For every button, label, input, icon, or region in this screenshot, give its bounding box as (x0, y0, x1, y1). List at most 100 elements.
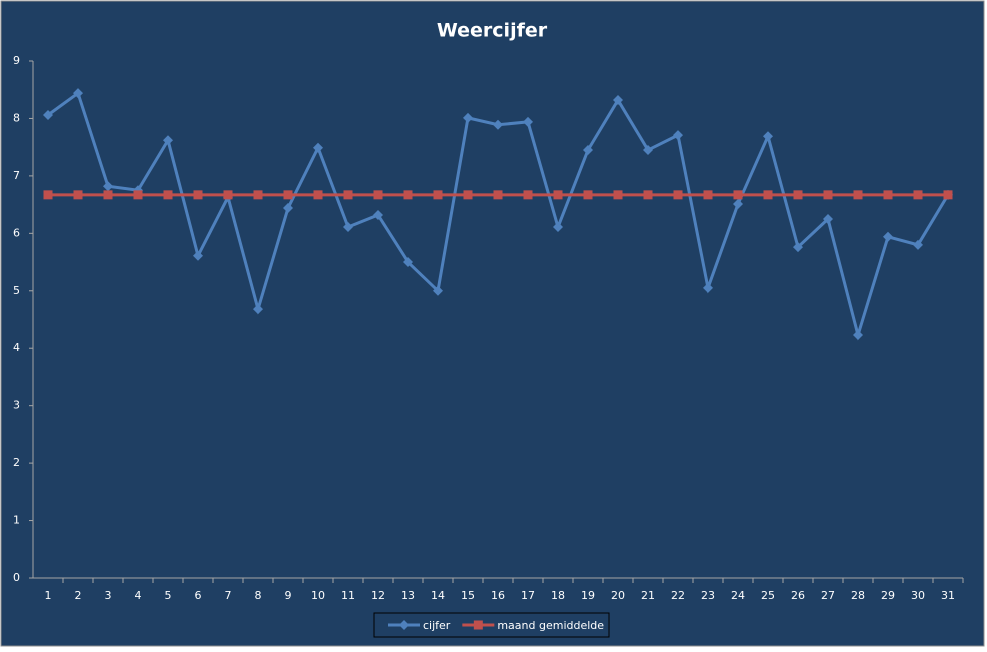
x-tick-label: 14 (431, 589, 445, 602)
marker (73, 88, 83, 99)
x-tick-label: 19 (581, 589, 595, 602)
marker (493, 119, 503, 130)
marker (163, 190, 173, 200)
marker (433, 190, 443, 200)
x-tick-label: 16 (491, 589, 505, 602)
legend-label: cijfer (423, 619, 451, 632)
x-tick-label: 8 (255, 589, 262, 602)
x-tick-label: 30 (911, 589, 925, 602)
marker (883, 231, 893, 242)
marker (613, 95, 623, 106)
x-tick-label: 11 (341, 589, 355, 602)
x-tick-label: 28 (851, 589, 865, 602)
marker (193, 250, 203, 261)
y-tick-label: 9 (13, 54, 20, 67)
marker (673, 190, 683, 200)
marker (913, 190, 923, 200)
marker (373, 190, 383, 200)
x-tick-label: 21 (641, 589, 655, 602)
x-tick-label: 29 (881, 589, 895, 602)
x-tick-label: 9 (285, 589, 292, 602)
marker (463, 190, 473, 200)
marker (913, 239, 923, 250)
marker (403, 257, 413, 268)
marker (763, 131, 773, 142)
marker (403, 190, 413, 200)
marker (703, 190, 713, 200)
x-tick-label: 7 (225, 589, 232, 602)
marker (853, 190, 863, 200)
marker (553, 222, 563, 233)
x-tick-label: 18 (551, 589, 565, 602)
marker (673, 130, 683, 141)
marker (643, 145, 653, 156)
chart-title: Weercijfer (437, 20, 548, 42)
marker (399, 620, 409, 630)
x-tick-label: 31 (941, 589, 955, 602)
y-tick-label: 3 (13, 399, 20, 412)
marker (103, 190, 113, 200)
marker (343, 222, 353, 233)
y-tick-label: 4 (13, 341, 20, 354)
y-tick-label: 8 (13, 111, 20, 124)
marker (493, 190, 503, 200)
x-tick-label: 2 (75, 589, 82, 602)
y-tick-label: 0 (13, 571, 20, 584)
x-tick-label: 12 (371, 589, 385, 602)
marker (823, 213, 833, 224)
marker (313, 142, 323, 153)
y-tick-label: 5 (13, 284, 20, 297)
marker (103, 181, 113, 192)
marker (523, 190, 533, 200)
marker (193, 190, 203, 200)
marker (253, 190, 263, 200)
marker (473, 620, 483, 630)
x-tick-label: 4 (135, 589, 142, 602)
marker (463, 112, 473, 123)
x-tick-label: 3 (105, 589, 112, 602)
legend-label: maand gemiddelde (497, 619, 604, 632)
marker (373, 209, 383, 220)
marker (583, 145, 593, 156)
marker (883, 190, 893, 200)
x-tick-label: 15 (461, 589, 475, 602)
x-tick-label: 13 (401, 589, 415, 602)
x-tick-label: 24 (731, 589, 745, 602)
marker (133, 190, 143, 200)
marker (733, 199, 743, 210)
marker (283, 190, 293, 200)
marker (733, 190, 743, 200)
marker (823, 190, 833, 200)
x-tick-label: 27 (821, 589, 835, 602)
marker (943, 190, 953, 200)
x-tick-label: 1 (45, 589, 52, 602)
y-tick-label: 1 (13, 514, 20, 527)
marker (793, 190, 803, 200)
x-tick-label: 20 (611, 589, 625, 602)
x-tick-label: 25 (761, 589, 775, 602)
marker (283, 203, 293, 214)
x-tick-label: 6 (195, 589, 202, 602)
marker (523, 116, 533, 127)
y-tick-label: 2 (13, 456, 20, 469)
marker (763, 190, 773, 200)
marker (853, 330, 863, 341)
marker (163, 135, 173, 146)
x-tick-label: 26 (791, 589, 805, 602)
y-tick-label: 6 (13, 226, 20, 239)
marker (223, 190, 233, 200)
y-tick-label: 7 (13, 169, 20, 182)
marker (793, 242, 803, 253)
marker (43, 190, 53, 200)
marker (643, 190, 653, 200)
x-tick-label: 22 (671, 589, 685, 602)
marker (343, 190, 353, 200)
marker (553, 190, 563, 200)
marker (433, 285, 443, 296)
marker (43, 109, 53, 120)
marker (613, 190, 623, 200)
x-tick-label: 10 (311, 589, 325, 602)
